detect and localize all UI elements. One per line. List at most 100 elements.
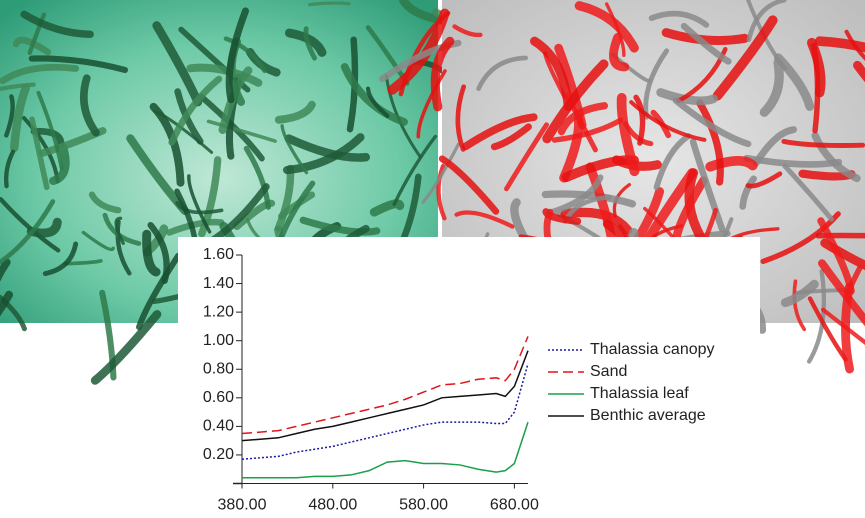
blade bbox=[814, 36, 865, 53]
x-tick-label: 480.00 bbox=[308, 497, 357, 514]
blade bbox=[20, 10, 94, 39]
blade bbox=[844, 29, 865, 61]
blade bbox=[452, 24, 483, 38]
y-tick-label: 0.60 bbox=[203, 389, 234, 406]
series-line bbox=[241, 363, 529, 460]
blade bbox=[284, 28, 327, 57]
blade bbox=[438, 155, 500, 215]
blade bbox=[147, 221, 170, 284]
blade bbox=[574, 1, 639, 53]
blade bbox=[454, 210, 515, 229]
blade bbox=[27, 12, 47, 56]
x-tick-label: 380.00 bbox=[218, 497, 267, 514]
blade bbox=[792, 279, 807, 332]
blade bbox=[4, 149, 16, 189]
y-tick-label: 0.20 bbox=[203, 446, 234, 463]
blade bbox=[186, 63, 263, 87]
y-tick-label: 1.20 bbox=[203, 303, 234, 320]
series-line bbox=[241, 350, 529, 442]
blade bbox=[88, 191, 122, 214]
blade bbox=[274, 100, 316, 124]
blade bbox=[504, 122, 549, 192]
blade bbox=[114, 216, 125, 245]
blade bbox=[63, 259, 103, 266]
blade bbox=[0, 258, 11, 282]
blade bbox=[28, 55, 128, 73]
blade bbox=[198, 156, 222, 238]
blade bbox=[416, 69, 447, 139]
blade bbox=[9, 84, 30, 153]
blade bbox=[29, 116, 50, 191]
blade bbox=[746, 0, 787, 42]
blade bbox=[780, 279, 819, 308]
blade bbox=[820, 307, 865, 346]
blade bbox=[152, 21, 203, 107]
chart-panel bbox=[178, 237, 760, 518]
blade bbox=[0, 82, 36, 92]
blade bbox=[80, 74, 100, 137]
blade bbox=[542, 59, 609, 144]
blade bbox=[392, 134, 438, 206]
blade bbox=[308, 1, 351, 7]
blade bbox=[278, 191, 316, 220]
blade bbox=[739, 175, 757, 210]
blade bbox=[680, 22, 732, 65]
blade bbox=[633, 94, 646, 146]
blade bbox=[340, 62, 408, 126]
blade bbox=[807, 296, 848, 362]
blade bbox=[436, 164, 447, 221]
blade bbox=[398, 10, 451, 97]
blade bbox=[283, 133, 365, 175]
blade bbox=[455, 84, 467, 152]
blade bbox=[653, 133, 692, 191]
blade bbox=[225, 7, 250, 104]
blade bbox=[303, 26, 317, 61]
blade bbox=[365, 86, 390, 118]
blade bbox=[781, 138, 865, 148]
legend-label: Sand bbox=[590, 363, 627, 380]
blade bbox=[616, 92, 640, 177]
blade bbox=[4, 94, 15, 138]
blade bbox=[661, 28, 750, 46]
blade bbox=[136, 252, 182, 331]
blade bbox=[280, 124, 309, 175]
series-line bbox=[241, 336, 529, 435]
blade bbox=[102, 212, 142, 246]
y-tick-label: 1.40 bbox=[203, 275, 234, 292]
x-tick-label: 580.00 bbox=[399, 497, 448, 514]
blade bbox=[696, 99, 724, 186]
blade bbox=[223, 36, 267, 74]
blade bbox=[421, 142, 461, 204]
blade bbox=[782, 163, 835, 222]
blade bbox=[490, 123, 532, 151]
legend-label: Thalassia canopy bbox=[590, 341, 715, 358]
blade bbox=[0, 63, 80, 85]
blade bbox=[81, 230, 115, 252]
blade bbox=[12, 36, 52, 56]
y-tick-label: 1.00 bbox=[203, 332, 234, 349]
blade bbox=[648, 10, 710, 28]
legend-label: Benthic average bbox=[590, 407, 706, 424]
blade bbox=[168, 75, 223, 146]
blade bbox=[853, 60, 865, 83]
blade bbox=[643, 48, 670, 120]
y-tick-label: 0.40 bbox=[203, 418, 234, 435]
legend-label: Thalassia leaf bbox=[590, 385, 689, 402]
blade bbox=[166, 218, 225, 236]
blade bbox=[36, 90, 64, 171]
blade bbox=[759, 58, 784, 117]
blade bbox=[187, 174, 212, 234]
blade bbox=[629, 100, 707, 142]
blade bbox=[705, 155, 758, 172]
blade bbox=[206, 119, 277, 143]
series-line bbox=[242, 421, 529, 479]
blade bbox=[672, 97, 752, 148]
blade bbox=[49, 143, 70, 185]
blade bbox=[142, 229, 161, 277]
blade bbox=[548, 174, 604, 216]
blade bbox=[609, 32, 630, 72]
blade bbox=[689, 138, 726, 233]
blade bbox=[299, 216, 381, 236]
